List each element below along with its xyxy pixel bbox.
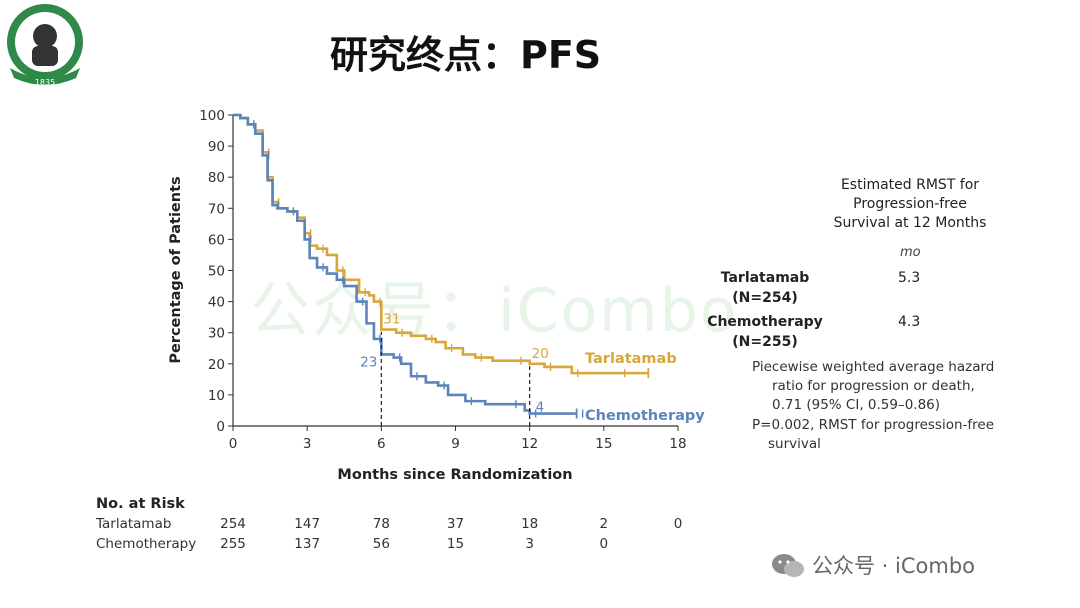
- risk-cell: 0: [673, 516, 683, 532]
- x-tick-label: 12: [521, 436, 538, 452]
- y-tick-label: 10: [208, 388, 225, 404]
- logo-year: 1835: [35, 78, 55, 87]
- risk-cell: 255: [220, 536, 246, 552]
- y-tick-label: 0: [216, 419, 225, 435]
- km-annotation: 4: [536, 400, 545, 416]
- y-tick-label: 60: [208, 232, 225, 248]
- y-tick-label: 70: [208, 201, 225, 217]
- risk-cell: 147: [294, 516, 321, 532]
- rmst-header-line: Progression-free: [853, 196, 967, 212]
- rmst-arm-name: Tarlatamab: [720, 270, 810, 286]
- background-watermark: 公众号：iCombo: [250, 276, 739, 346]
- series-label-chemotherapy: Chemotherapy: [585, 408, 705, 424]
- rmst-row-name: Chemotherapy (N=255): [700, 312, 830, 352]
- km-annotation: 20: [532, 346, 549, 362]
- km-annotation: 31: [383, 312, 400, 328]
- y-tick-label: 80: [208, 170, 225, 186]
- rmst-value: 5.3: [898, 270, 921, 286]
- hospital-logo: 1835: [7, 4, 83, 87]
- rmst-header-line: Estimated RMST for: [840, 177, 980, 193]
- km-annotation: 23: [360, 354, 377, 370]
- p-line: P=0.002, RMST for progression-free: [752, 417, 995, 433]
- p-line: survival: [768, 436, 821, 452]
- footer-watermark: 公众号 · iCombo: [780, 550, 975, 580]
- rmst-unit: mo: [900, 245, 921, 260]
- x-tick-label: 18: [669, 436, 686, 452]
- y-tick-label: 100: [199, 108, 225, 124]
- risk-row-label: Tarlatamab: [96, 516, 172, 532]
- y-tick-label: 30: [208, 326, 225, 342]
- annotations: 31 23 20 4: [360, 312, 549, 426]
- hr-line: 0.71 (95% CI, 0.59–0.86): [772, 397, 941, 413]
- risk-cell: 15: [446, 536, 465, 552]
- hr-line: ratio for progression or death,: [772, 378, 975, 394]
- curves: [233, 113, 650, 419]
- risk-cell: 137: [294, 536, 321, 552]
- hazard-ratio-note: Piecewise weighted average hazard ratio …: [752, 358, 1012, 415]
- y-tick-label: 50: [208, 264, 225, 280]
- x-tick-label: 0: [229, 436, 238, 452]
- km-curve-tarlatamab: [233, 113, 649, 375]
- x-tick-label: 15: [595, 436, 612, 452]
- risk-cell: 3: [525, 536, 534, 552]
- risk-cell: 56: [372, 536, 390, 552]
- rmst-arm-n: (N=255): [732, 334, 798, 350]
- x-tick-label: 6: [377, 436, 386, 452]
- y-axis-label: Percentage of Patients: [168, 176, 184, 363]
- risk-cell: 254: [220, 516, 246, 532]
- risk-cell: 0: [599, 536, 609, 552]
- hr-line: Piecewise weighted average hazard: [752, 359, 995, 375]
- risk-cell: 18: [521, 516, 539, 532]
- y-tick-label: 20: [208, 357, 225, 373]
- risk-table-title: No. at Risk: [96, 496, 185, 512]
- x-tick-label: 9: [451, 436, 460, 452]
- rmst-header: Estimated RMST for Progression-free Surv…: [800, 176, 1020, 233]
- footer-watermark-text: 公众号 · iCombo: [812, 554, 976, 578]
- x-axis-label: Months since Randomization: [337, 467, 572, 483]
- axes: 0 3 6 9 12 15 18 0 10 20 30 40 50 60 70 80 90 100: [199, 108, 686, 452]
- y-tick-label: 90: [208, 139, 225, 155]
- risk-cell: 37: [446, 516, 465, 532]
- series-label-tarlatamab: Tarlatamab: [585, 351, 677, 367]
- km-curve-chemotherapy: [233, 113, 577, 415]
- risk-row-label: Chemotherapy: [96, 536, 197, 552]
- rmst-value: 4.3: [898, 314, 921, 330]
- x-tick-label: 3: [303, 436, 312, 452]
- rmst-arm-name: Chemotherapy: [707, 314, 823, 330]
- risk-cell: 78: [372, 516, 390, 532]
- p-value-note: P=0.002, RMST for progression-free survi…: [752, 416, 1022, 454]
- wechat-icon: [772, 554, 804, 577]
- slide-title: 研究终点：PFS: [330, 33, 602, 77]
- rmst-header-line: Survival at 12 Months: [833, 215, 987, 231]
- rmst-arm-n: (N=254): [732, 290, 798, 306]
- y-tick-label: 40: [208, 295, 225, 311]
- rmst-row-name: Tarlatamab (N=254): [700, 268, 830, 308]
- risk-cell: 2: [599, 516, 609, 532]
